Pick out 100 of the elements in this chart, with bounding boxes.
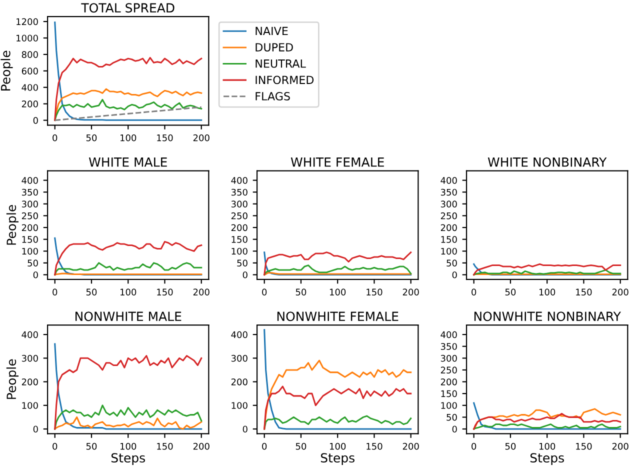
- line-series: [264, 329, 412, 430]
- y-tick-label: 400: [22, 84, 38, 91]
- line-series: [54, 98, 202, 122]
- line-series: [54, 56, 202, 122]
- line-series: [54, 22, 202, 121]
- chart-title: TOTAL SPREAD: [81, 3, 174, 13]
- y-tick-label: 250: [22, 212, 38, 220]
- x-tick-label: 0: [262, 288, 267, 296]
- x-tick-label: 100: [330, 288, 346, 296]
- legend-label: NEUTRAL: [256, 60, 306, 68]
- x-tick-label: 200: [402, 288, 419, 296]
- x-tick-label: 50: [296, 288, 306, 296]
- y-tick-label: 200: [22, 224, 38, 232]
- y-tick-label: 50: [237, 260, 248, 266]
- chart-title: NONWHITE NONBINARY: [474, 312, 621, 322]
- legend-label: DUPED: [256, 43, 293, 52]
- y-tick-label: 1000: [16, 34, 38, 42]
- x-tick-label: 150: [157, 134, 173, 142]
- y-tick-label: 250: [231, 212, 248, 220]
- y-tick-label: 150: [232, 236, 248, 243]
- x-tick-label: 50: [86, 442, 97, 450]
- y-tick-label: 200: [22, 100, 38, 108]
- y-tick-label: 300: [22, 354, 38, 362]
- x-tick-label: 100: [330, 442, 346, 450]
- y-axis-title: People: [6, 205, 19, 245]
- chart-title: WHITE FEMALE: [290, 158, 384, 167]
- line-series: [473, 402, 622, 430]
- y-tick-label: 150: [441, 390, 457, 398]
- y-tick-label: 0: [452, 426, 457, 433]
- y-tick-label: 1200: [16, 18, 38, 26]
- x-tick-label: 0: [52, 442, 58, 450]
- y-tick-label: 200: [440, 378, 457, 386]
- x-tick-label: 0: [52, 134, 58, 142]
- x-tick-label: 0: [472, 288, 476, 296]
- y-tick-label: 350: [440, 188, 457, 196]
- y-tick-label: 300: [22, 200, 38, 208]
- y-tick-label: 800: [22, 51, 38, 58]
- chart-title: NONWHITE MALE: [76, 312, 182, 322]
- y-tick-label: 0: [452, 271, 457, 278]
- line-series: [264, 386, 412, 430]
- x-tick-label: 150: [576, 442, 592, 450]
- x-tick-label: 100: [120, 442, 136, 450]
- y-tick-label: 150: [441, 236, 457, 243]
- line-series: [473, 263, 622, 276]
- x-tick-label: 50: [86, 288, 97, 296]
- x-tick-label: 50: [86, 134, 97, 142]
- x-tick-label: 150: [366, 442, 382, 450]
- x-tick-label: 50: [296, 442, 306, 450]
- y-tick-label: 0: [33, 117, 38, 124]
- x-tick-label: 100: [539, 288, 556, 296]
- y-tick-label: 200: [231, 378, 248, 386]
- x-tick-label: 200: [193, 134, 210, 142]
- y-tick-label: 100: [232, 248, 248, 255]
- legend-label: NAIVE: [256, 26, 288, 36]
- y-tick-label: 0: [242, 426, 248, 433]
- x-tick-label: 100: [120, 288, 136, 296]
- chart-title: NONWHITE FEMALE: [277, 312, 398, 322]
- line-series: [264, 264, 412, 276]
- y-tick-label: 100: [22, 248, 38, 255]
- x-tick-label: 150: [576, 288, 592, 296]
- x-tick-label: 0: [52, 288, 58, 296]
- line-series: [54, 416, 202, 430]
- y-tick-label: 200: [231, 224, 248, 232]
- y-tick-label: 50: [28, 260, 38, 266]
- y-tick-label: 50: [446, 414, 457, 421]
- y-tick-label: 300: [440, 354, 457, 362]
- y-tick-label: 100: [441, 248, 457, 255]
- x-axis-title: Steps: [530, 453, 564, 465]
- y-tick-label: 400: [231, 177, 248, 184]
- y-tick-label: 50: [446, 260, 457, 266]
- y-tick-label: 250: [440, 366, 457, 374]
- y-tick-label: 200: [22, 378, 38, 386]
- y-axis-title: People: [0, 50, 13, 90]
- line-series: [473, 412, 622, 430]
- x-tick-label: 200: [612, 442, 628, 450]
- legend-label: INFORMED: [256, 76, 314, 84]
- y-tick-label: 350: [22, 188, 38, 196]
- x-tick-label: 50: [505, 442, 516, 450]
- x-axis-title: Steps: [111, 453, 145, 465]
- y-tick-label: 300: [231, 200, 248, 208]
- line-series: [264, 415, 412, 430]
- x-tick-label: 50: [505, 288, 516, 296]
- x-tick-label: 100: [120, 134, 136, 142]
- x-tick-label: 200: [193, 288, 210, 296]
- x-tick-label: 200: [193, 442, 210, 450]
- y-tick-label: 300: [440, 200, 457, 208]
- legend-label: FLAGS: [256, 92, 290, 100]
- x-tick-label: 0: [262, 442, 267, 450]
- y-tick-label: 150: [22, 236, 38, 243]
- x-tick-label: 150: [157, 288, 173, 296]
- y-tick-label: 400: [22, 331, 38, 338]
- y-tick-label: 400: [231, 331, 248, 338]
- y-tick-label: 0: [242, 271, 248, 278]
- y-axis-title: People: [6, 359, 19, 399]
- x-tick-label: 0: [472, 442, 476, 450]
- chart-title: WHITE NONBINARY: [488, 157, 607, 167]
- y-tick-label: 250: [440, 212, 457, 220]
- line-series: [54, 262, 202, 276]
- y-tick-label: 0: [33, 271, 38, 278]
- y-tick-label: 400: [440, 177, 457, 184]
